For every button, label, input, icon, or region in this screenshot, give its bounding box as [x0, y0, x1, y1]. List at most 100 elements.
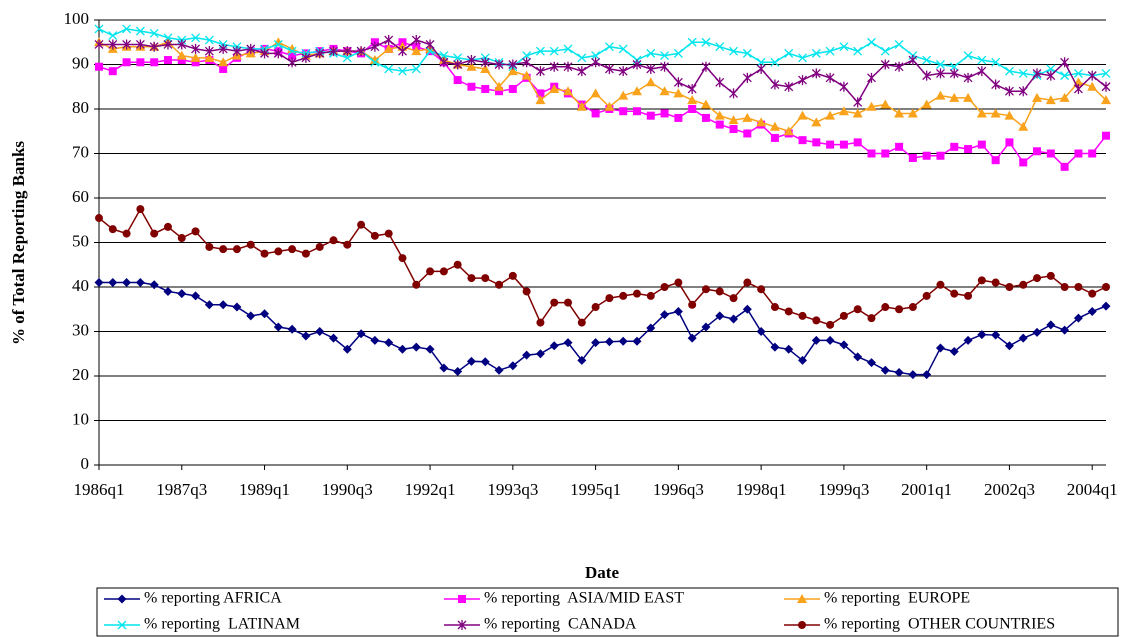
point: [218, 43, 228, 54]
y-tick-label: 80: [72, 98, 89, 117]
point: [535, 95, 546, 105]
y-tick-label: 60: [72, 187, 89, 206]
point: [922, 151, 931, 160]
point: [1045, 95, 1056, 105]
point: [287, 57, 297, 68]
point: [646, 63, 656, 74]
point: [605, 294, 614, 303]
y-tick-label: 10: [72, 409, 89, 428]
series-line: [99, 39, 1107, 104]
point: [273, 48, 283, 59]
legend-label: % reporting EUROPE: [824, 590, 970, 607]
point: [508, 84, 517, 93]
point: [273, 37, 284, 47]
point: [135, 39, 145, 50]
point: [577, 318, 586, 327]
point: [839, 81, 849, 92]
point: [190, 52, 201, 62]
point: [508, 271, 517, 280]
point: [1059, 92, 1070, 102]
point: [163, 222, 172, 231]
point: [825, 72, 835, 83]
point: [701, 113, 710, 122]
legend-marker: [797, 594, 807, 603]
point: [163, 286, 173, 296]
point: [508, 361, 518, 371]
point: [342, 53, 352, 63]
point: [631, 86, 642, 96]
point: [370, 335, 380, 345]
point: [411, 342, 421, 352]
point: [770, 303, 779, 312]
point: [315, 242, 324, 251]
point: [1101, 301, 1111, 311]
point: [425, 344, 435, 354]
legend-marker: [117, 620, 127, 630]
legend-label: % reporting AFRICA: [144, 590, 282, 607]
point: [894, 61, 904, 72]
point: [591, 57, 601, 68]
y-tick-label: 50: [72, 231, 89, 250]
point: [95, 214, 103, 223]
point: [604, 337, 614, 347]
x-tick-label: 1989q1: [239, 480, 290, 499]
point: [1046, 64, 1056, 74]
point: [356, 329, 366, 339]
x-tick-label: 1992q1: [405, 480, 456, 499]
point: [880, 46, 890, 56]
point: [881, 303, 890, 312]
point: [742, 48, 752, 58]
point: [991, 278, 1000, 287]
point: [136, 205, 145, 214]
point: [591, 338, 601, 348]
point: [1088, 149, 1097, 158]
point: [784, 48, 794, 58]
point: [852, 108, 863, 118]
point: [632, 336, 642, 346]
x-tick-label: 1986q1: [74, 480, 125, 499]
point: [1032, 92, 1043, 102]
point: [1087, 81, 1098, 91]
point: [550, 298, 559, 307]
point: [798, 75, 807, 86]
point: [177, 56, 186, 65]
legend-marker: [117, 594, 127, 604]
point: [618, 336, 628, 346]
point: [177, 234, 186, 243]
point: [342, 46, 352, 57]
point: [935, 90, 946, 100]
point: [769, 121, 780, 131]
point: [867, 72, 876, 83]
point: [604, 63, 614, 74]
point: [191, 227, 200, 236]
point: [729, 88, 739, 99]
point: [411, 35, 421, 46]
point: [536, 89, 545, 98]
point: [700, 99, 711, 109]
point: [329, 333, 339, 343]
point: [439, 267, 448, 276]
point: [908, 370, 918, 380]
x-tick-label: 1996q3: [653, 480, 704, 499]
point: [673, 88, 684, 98]
x-tick-label: 1987q3: [156, 480, 207, 499]
point: [770, 133, 779, 142]
point: [963, 92, 974, 102]
x-tick-label: 2004q1: [1067, 480, 1118, 499]
point: [838, 106, 849, 116]
point: [826, 140, 835, 149]
point: [949, 92, 960, 102]
point: [977, 55, 987, 65]
point: [991, 156, 1000, 165]
point: [521, 70, 532, 80]
point: [384, 35, 394, 46]
point: [205, 242, 214, 251]
point: [191, 33, 201, 43]
point: [949, 347, 959, 357]
point: [591, 109, 600, 118]
point: [232, 245, 241, 254]
point: [853, 97, 863, 108]
point: [757, 285, 766, 294]
point: [619, 107, 628, 116]
